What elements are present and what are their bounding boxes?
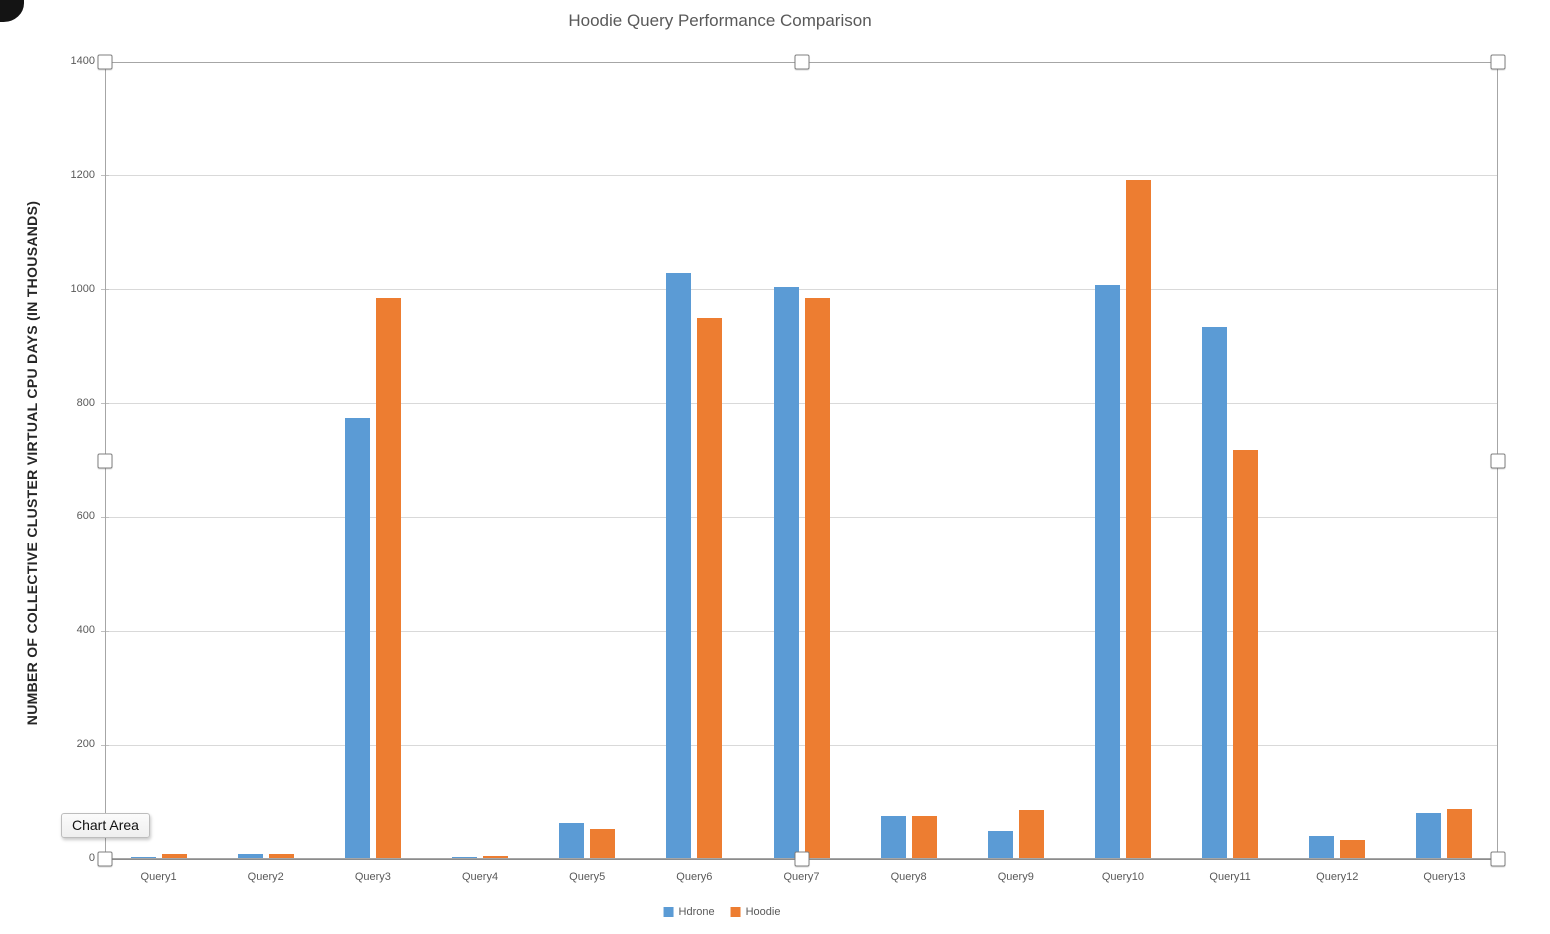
selection-handle[interactable] [1490, 851, 1506, 867]
gridline-200 [105, 744, 1498, 746]
x-tick-label-query13: Query13 [1423, 871, 1466, 883]
bar-hoodie-query10[interactable] [1125, 179, 1151, 859]
plot-selection-border [105, 62, 1498, 859]
x-tick-label-query1: Query1 [140, 871, 177, 883]
y-tick-label-200: 200 [76, 738, 95, 751]
legend-label-hdrone: Hdrone [678, 906, 715, 918]
bar-hdrone-query11[interactable] [1202, 326, 1228, 859]
bar-hoodie-query2[interactable] [268, 854, 294, 859]
y-axis-title[interactable]: NUMBER OF COLLECTIVE CLUSTER VIRTUAL CPU… [24, 200, 40, 726]
gridline-1200 [105, 175, 1498, 177]
bar-hoodie-query9[interactable] [1018, 810, 1044, 859]
bar-hoodie-query13[interactable] [1447, 808, 1473, 859]
y-tick-label-1200: 1200 [70, 168, 95, 181]
bar-hdrone-query9[interactable] [987, 830, 1013, 859]
y-tick-mark-200 [101, 744, 109, 746]
selection-handle[interactable] [97, 54, 113, 70]
y-tick-mark-400 [101, 630, 109, 632]
bar-hoodie-query11[interactable] [1233, 450, 1259, 859]
legend-swatch-hdrone [663, 907, 674, 917]
y-tick-label-0: 0 [88, 852, 95, 864]
bar-hdrone-query12[interactable] [1309, 836, 1335, 859]
y-tick-mark-800 [101, 403, 109, 405]
x-tick-label-query9: Query9 [997, 871, 1034, 883]
bar-hoodie-query8[interactable] [911, 815, 937, 859]
bar-hdrone-query4[interactable] [452, 856, 478, 859]
bar-hoodie-query3[interactable] [375, 298, 401, 859]
bar-hdrone-query5[interactable] [559, 823, 585, 859]
y-tick-label-400: 400 [76, 624, 95, 637]
x-tick-label-query4: Query4 [461, 871, 499, 883]
bar-hdrone-query3[interactable] [344, 417, 370, 859]
chart-area-tooltip: Chart Area [61, 813, 150, 838]
y-tick-label-600: 600 [76, 510, 95, 523]
window-corner-artifact [0, 0, 24, 22]
y-tick-mark-600 [101, 516, 109, 518]
y-tick-label-1400: 1400 [70, 55, 95, 67]
bar-hoodie-query4[interactable] [483, 856, 509, 859]
y-tick-mark-1200 [101, 175, 109, 177]
y-tick-mark-1000 [101, 289, 109, 291]
y-tick-label-1000: 1000 [70, 282, 95, 295]
bar-hoodie-query1[interactable] [161, 854, 187, 859]
bar-hoodie-query5[interactable] [590, 829, 616, 859]
bar-hoodie-query6[interactable] [697, 318, 723, 859]
legend-item-hdrone[interactable]: Hdrone [663, 906, 715, 918]
gridline-400 [105, 630, 1498, 632]
selection-handle[interactable] [794, 54, 809, 70]
x-tick-label-query6: Query6 [676, 871, 713, 883]
x-tick-label-query8: Query8 [890, 871, 927, 883]
x-tick-label-query12: Query12 [1316, 871, 1359, 883]
bar-hdrone-query7[interactable] [773, 286, 799, 859]
gridline-600 [105, 516, 1498, 518]
gridline-1000 [105, 289, 1498, 291]
selection-handle[interactable] [97, 453, 113, 468]
bar-hdrone-query10[interactable] [1094, 285, 1120, 859]
x-tick-label-query7: Query7 [783, 871, 820, 883]
legend[interactable]: Hdrone Hoodie [663, 906, 781, 918]
bar-hdrone-query13[interactable] [1416, 813, 1442, 859]
legend-label-hoodie: Hoodie [745, 906, 781, 918]
y-tick-label-800: 800 [76, 396, 95, 409]
legend-swatch-hoodie [730, 907, 741, 917]
x-tick-label-query5: Query5 [569, 871, 606, 883]
x-tick-label-query3: Query3 [354, 871, 391, 883]
bar-hoodie-query7[interactable] [804, 298, 830, 859]
chart-title[interactable]: Hoodie Query Performance Comparison [568, 11, 872, 30]
bar-hdrone-query2[interactable] [237, 854, 263, 859]
bar-hoodie-query12[interactable] [1340, 839, 1366, 859]
bar-hdrone-query6[interactable] [666, 272, 692, 859]
selection-handle[interactable] [1490, 453, 1506, 468]
x-tick-label-query2: Query2 [247, 871, 284, 883]
gridline-800 [105, 403, 1498, 405]
bar-hdrone-query8[interactable] [880, 816, 906, 859]
selection-handle[interactable] [97, 851, 113, 867]
legend-item-hoodie[interactable]: Hoodie [730, 906, 781, 918]
selection-handle[interactable] [1490, 54, 1506, 70]
bar-hdrone-query1[interactable] [130, 856, 156, 859]
x-tick-label-query11: Query11 [1209, 871, 1251, 883]
x-tick-label-query10: Query10 [1101, 871, 1145, 883]
plot-area[interactable] [97, 54, 1506, 867]
selection-handle[interactable] [794, 851, 809, 867]
